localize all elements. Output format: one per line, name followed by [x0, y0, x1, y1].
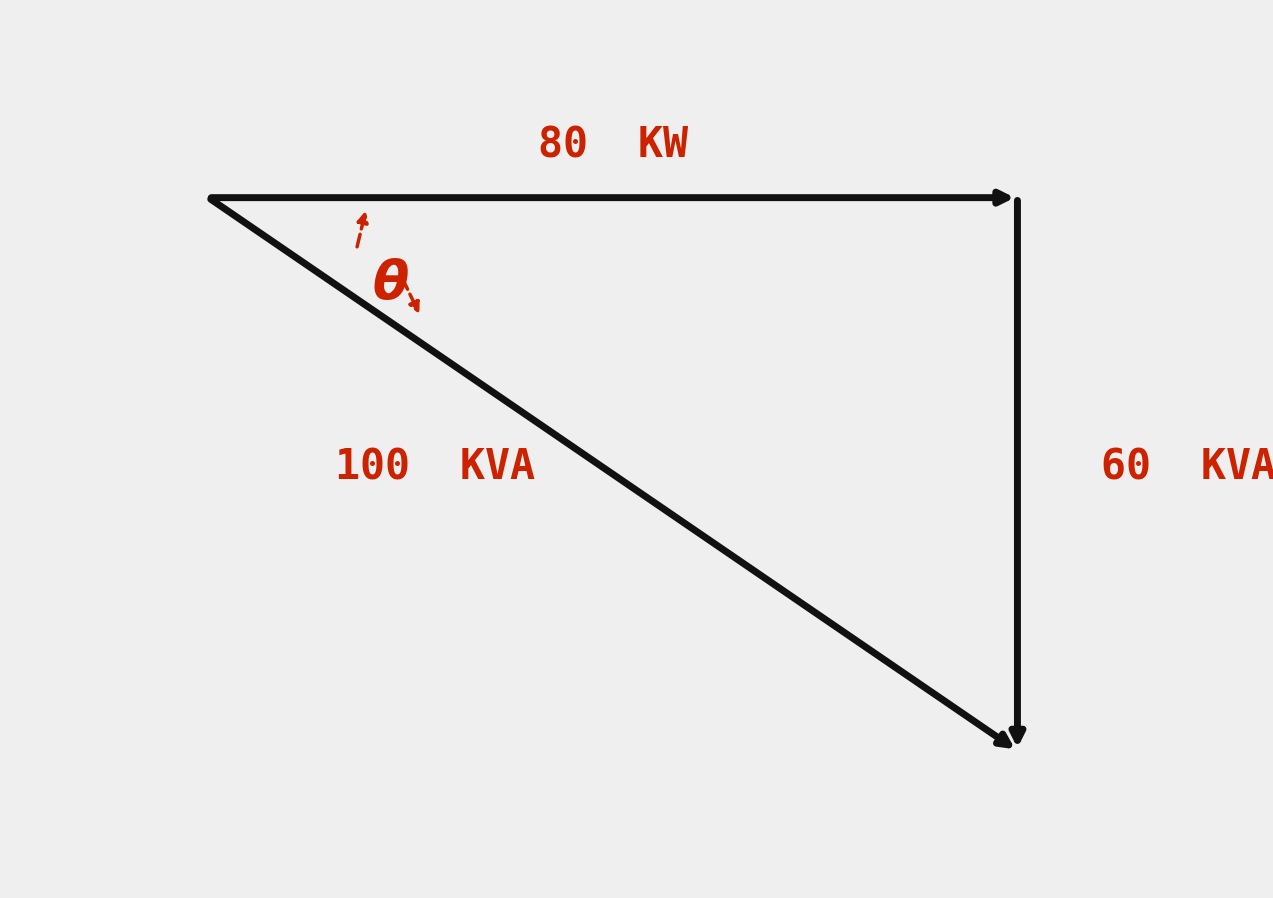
Text: 60  KVAR: 60 KVAR	[1101, 446, 1273, 489]
Text: θ: θ	[373, 258, 409, 310]
Text: 80  KW: 80 KW	[538, 125, 687, 167]
Text: 100  KVA: 100 KVA	[335, 446, 536, 489]
